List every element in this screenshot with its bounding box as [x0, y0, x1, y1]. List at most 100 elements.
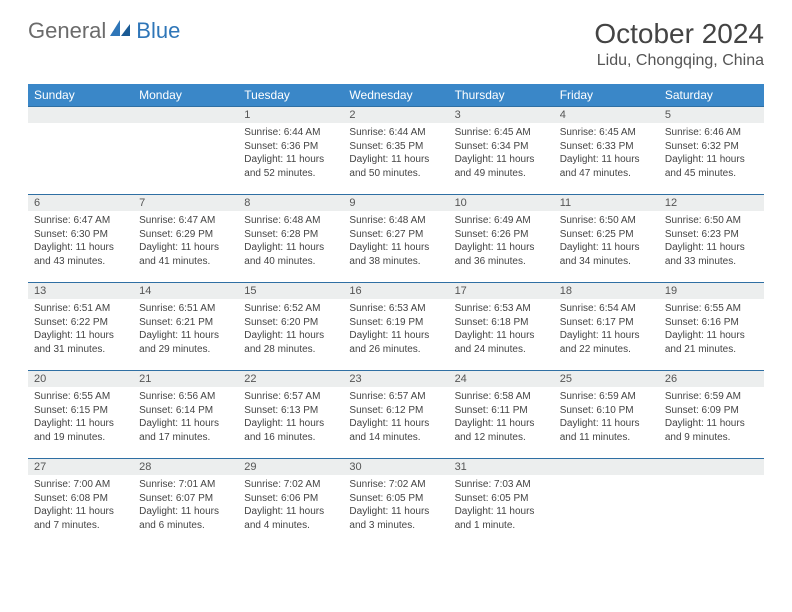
day-info: Sunrise: 6:48 AMSunset: 6:28 PMDaylight:… [238, 211, 343, 272]
day-number: 24 [449, 371, 554, 387]
daylight-text: Daylight: 11 hours and 40 minutes. [244, 241, 337, 268]
daylight-text: Daylight: 11 hours and 34 minutes. [560, 241, 653, 268]
calendar-cell: 29Sunrise: 7:02 AMSunset: 6:06 PMDayligh… [238, 459, 343, 547]
day-info: Sunrise: 7:02 AMSunset: 6:05 PMDaylight:… [343, 475, 448, 536]
sunset-text: Sunset: 6:29 PM [139, 228, 232, 242]
sunrise-text: Sunrise: 6:59 AM [560, 390, 653, 404]
title-block: October 2024 Lidu, Chongqing, China [594, 18, 764, 70]
daylight-text: Daylight: 11 hours and 36 minutes. [455, 241, 548, 268]
day-number: 3 [449, 107, 554, 123]
calendar-cell: 21Sunrise: 6:56 AMSunset: 6:14 PMDayligh… [133, 371, 238, 459]
sunset-text: Sunset: 6:33 PM [560, 140, 653, 154]
location: Lidu, Chongqing, China [594, 52, 764, 70]
day-info: Sunrise: 7:01 AMSunset: 6:07 PMDaylight:… [133, 475, 238, 536]
sunrise-text: Sunrise: 6:51 AM [34, 302, 127, 316]
day-info: Sunrise: 6:50 AMSunset: 6:25 PMDaylight:… [554, 211, 659, 272]
sunrise-text: Sunrise: 6:52 AM [244, 302, 337, 316]
sunrise-text: Sunrise: 6:57 AM [244, 390, 337, 404]
sunset-text: Sunset: 6:27 PM [349, 228, 442, 242]
calendar-cell: 10Sunrise: 6:49 AMSunset: 6:26 PMDayligh… [449, 195, 554, 283]
day-info: Sunrise: 6:45 AMSunset: 6:33 PMDaylight:… [554, 123, 659, 184]
day-number: 6 [28, 195, 133, 211]
day-number: 2 [343, 107, 448, 123]
sunrise-text: Sunrise: 6:51 AM [139, 302, 232, 316]
day-header-row: SundayMondayTuesdayWednesdayThursdayFrid… [28, 84, 764, 107]
sunrise-text: Sunrise: 6:45 AM [560, 126, 653, 140]
calendar-cell: 28Sunrise: 7:01 AMSunset: 6:07 PMDayligh… [133, 459, 238, 547]
day-info: Sunrise: 6:47 AMSunset: 6:29 PMDaylight:… [133, 211, 238, 272]
day-number: 31 [449, 459, 554, 475]
sunrise-text: Sunrise: 6:53 AM [455, 302, 548, 316]
calendar-week-row: 1Sunrise: 6:44 AMSunset: 6:36 PMDaylight… [28, 107, 764, 195]
sunrise-text: Sunrise: 6:59 AM [665, 390, 758, 404]
sunrise-text: Sunrise: 6:50 AM [665, 214, 758, 228]
daylight-text: Daylight: 11 hours and 16 minutes. [244, 417, 337, 444]
calendar-week-row: 6Sunrise: 6:47 AMSunset: 6:30 PMDaylight… [28, 195, 764, 283]
calendar-cell: 17Sunrise: 6:53 AMSunset: 6:18 PMDayligh… [449, 283, 554, 371]
day-info: Sunrise: 6:49 AMSunset: 6:26 PMDaylight:… [449, 211, 554, 272]
sunrise-text: Sunrise: 6:58 AM [455, 390, 548, 404]
sunrise-text: Sunrise: 6:44 AM [349, 126, 442, 140]
daylight-text: Daylight: 11 hours and 6 minutes. [139, 505, 232, 532]
sunrise-text: Sunrise: 6:55 AM [34, 390, 127, 404]
calendar-cell: 4Sunrise: 6:45 AMSunset: 6:33 PMDaylight… [554, 107, 659, 195]
day-header: Thursday [449, 84, 554, 107]
calendar-cell: 26Sunrise: 6:59 AMSunset: 6:09 PMDayligh… [659, 371, 764, 459]
day-number: 13 [28, 283, 133, 299]
sunset-text: Sunset: 6:34 PM [455, 140, 548, 154]
daylight-text: Daylight: 11 hours and 47 minutes. [560, 153, 653, 180]
calendar-cell: 20Sunrise: 6:55 AMSunset: 6:15 PMDayligh… [28, 371, 133, 459]
daylight-text: Daylight: 11 hours and 17 minutes. [139, 417, 232, 444]
day-info: Sunrise: 6:55 AMSunset: 6:16 PMDaylight:… [659, 299, 764, 360]
day-info: Sunrise: 6:52 AMSunset: 6:20 PMDaylight:… [238, 299, 343, 360]
calendar-cell: 18Sunrise: 6:54 AMSunset: 6:17 PMDayligh… [554, 283, 659, 371]
sunset-text: Sunset: 6:17 PM [560, 316, 653, 330]
calendar-cell: 3Sunrise: 6:45 AMSunset: 6:34 PMDaylight… [449, 107, 554, 195]
daylight-text: Daylight: 11 hours and 43 minutes. [34, 241, 127, 268]
calendar-cell: 24Sunrise: 6:58 AMSunset: 6:11 PMDayligh… [449, 371, 554, 459]
sunset-text: Sunset: 6:16 PM [665, 316, 758, 330]
daylight-text: Daylight: 11 hours and 22 minutes. [560, 329, 653, 356]
day-number: 7 [133, 195, 238, 211]
daylight-text: Daylight: 11 hours and 26 minutes. [349, 329, 442, 356]
header: General Blue October 2024 Lidu, Chongqin… [28, 18, 764, 70]
day-info: Sunrise: 6:58 AMSunset: 6:11 PMDaylight:… [449, 387, 554, 448]
sunset-text: Sunset: 6:30 PM [34, 228, 127, 242]
calendar-cell: 14Sunrise: 6:51 AMSunset: 6:21 PMDayligh… [133, 283, 238, 371]
calendar-cell [28, 107, 133, 195]
sunset-text: Sunset: 6:12 PM [349, 404, 442, 418]
calendar-week-row: 13Sunrise: 6:51 AMSunset: 6:22 PMDayligh… [28, 283, 764, 371]
sunrise-text: Sunrise: 6:56 AM [139, 390, 232, 404]
calendar-week-row: 27Sunrise: 7:00 AMSunset: 6:08 PMDayligh… [28, 459, 764, 547]
sunset-text: Sunset: 6:09 PM [665, 404, 758, 418]
day-info: Sunrise: 6:57 AMSunset: 6:13 PMDaylight:… [238, 387, 343, 448]
sunrise-text: Sunrise: 7:00 AM [34, 478, 127, 492]
daylight-text: Daylight: 11 hours and 41 minutes. [139, 241, 232, 268]
day-number: 8 [238, 195, 343, 211]
daylight-text: Daylight: 11 hours and 24 minutes. [455, 329, 548, 356]
sunset-text: Sunset: 6:14 PM [139, 404, 232, 418]
day-info: Sunrise: 6:56 AMSunset: 6:14 PMDaylight:… [133, 387, 238, 448]
day-number: 17 [449, 283, 554, 299]
day-header: Friday [554, 84, 659, 107]
day-info: Sunrise: 6:55 AMSunset: 6:15 PMDaylight:… [28, 387, 133, 448]
sunrise-text: Sunrise: 6:48 AM [349, 214, 442, 228]
sunrise-text: Sunrise: 6:54 AM [560, 302, 653, 316]
sunset-text: Sunset: 6:19 PM [349, 316, 442, 330]
day-info: Sunrise: 6:47 AMSunset: 6:30 PMDaylight:… [28, 211, 133, 272]
logo: General Blue [28, 18, 180, 44]
day-number: 1 [238, 107, 343, 123]
day-number: 29 [238, 459, 343, 475]
sunset-text: Sunset: 6:06 PM [244, 492, 337, 506]
sunrise-text: Sunrise: 6:47 AM [34, 214, 127, 228]
day-info: Sunrise: 6:44 AMSunset: 6:35 PMDaylight:… [343, 123, 448, 184]
day-number: 23 [343, 371, 448, 387]
sunrise-text: Sunrise: 6:44 AM [244, 126, 337, 140]
sunset-text: Sunset: 6:11 PM [455, 404, 548, 418]
daylight-text: Daylight: 11 hours and 14 minutes. [349, 417, 442, 444]
day-info: Sunrise: 6:48 AMSunset: 6:27 PMDaylight:… [343, 211, 448, 272]
day-number: 5 [659, 107, 764, 123]
sunset-text: Sunset: 6:08 PM [34, 492, 127, 506]
day-number: 20 [28, 371, 133, 387]
day-info: Sunrise: 6:53 AMSunset: 6:18 PMDaylight:… [449, 299, 554, 360]
